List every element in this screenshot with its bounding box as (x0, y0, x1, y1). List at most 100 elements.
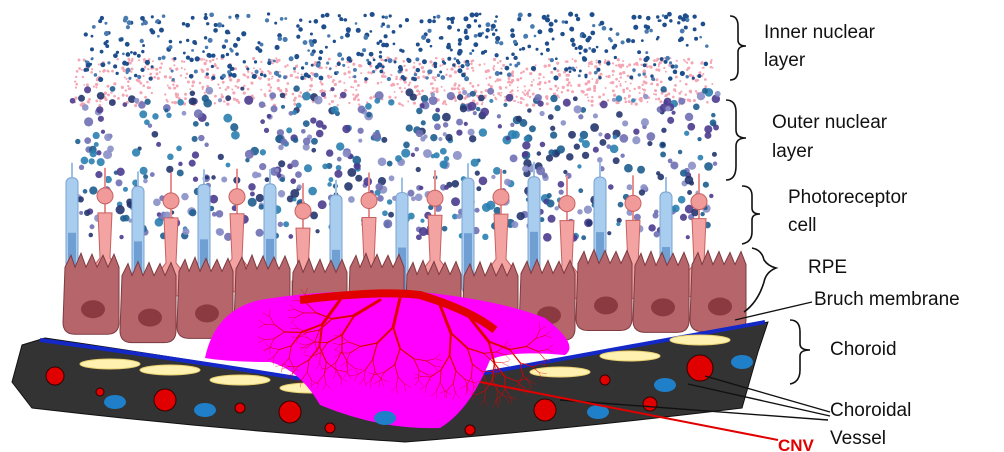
pink-dot (449, 74, 452, 77)
pink-dot (633, 63, 636, 66)
pink-dot (235, 85, 237, 87)
pink-dot (409, 82, 411, 84)
pink-dot (477, 84, 480, 87)
nucleus-dot (125, 62, 129, 66)
pink-dot (339, 80, 342, 83)
nucleus-dot (228, 32, 231, 35)
nucleus-dot (447, 25, 452, 30)
pink-dot (334, 95, 337, 98)
nucleus-dot (535, 48, 538, 51)
nucleus-dot (278, 160, 285, 167)
nucleus-dot (447, 57, 451, 61)
pink-dot (659, 100, 662, 103)
pink-dot (144, 66, 146, 68)
nucleus-dot (586, 220, 592, 226)
nucleus-dot (348, 196, 355, 203)
pink-dot (390, 74, 392, 76)
nucleus-dot (149, 28, 153, 32)
pink-dot (159, 71, 161, 73)
nucleus-dot (642, 73, 645, 76)
pink-dot (630, 82, 632, 84)
pink-dot (407, 100, 409, 102)
nucleus-dot (178, 162, 183, 167)
pink-dot (628, 96, 630, 98)
pink-dot (421, 89, 424, 92)
nucleus-dot (319, 76, 324, 81)
pink-dot (171, 101, 174, 104)
nucleus-dot (565, 20, 568, 23)
pink-dot (429, 60, 432, 63)
nucleus-dot (334, 170, 342, 178)
nucleus-dot (687, 123, 695, 131)
nucleus-dot (212, 212, 217, 217)
pink-dot (117, 97, 120, 100)
nucleus-dot (301, 66, 304, 69)
nucleus-dot (405, 88, 413, 96)
nucleus-dot (569, 70, 572, 73)
nucleus-dot (297, 184, 302, 189)
pink-dot (615, 64, 617, 66)
nucleus-dot (444, 185, 449, 190)
pink-dot (712, 67, 714, 69)
nucleus-dot (79, 165, 84, 170)
nucleus-dot (143, 174, 148, 179)
nucleus-dot (388, 58, 393, 63)
nucleus-dot (218, 154, 224, 160)
nucleus-dot (388, 99, 394, 105)
nucleus-dot (194, 109, 203, 118)
pink-dot (418, 91, 420, 93)
pink-dot (433, 91, 435, 93)
nucleus-dot (296, 35, 300, 39)
pink-dot (622, 71, 625, 74)
pink-dot (124, 77, 126, 79)
nucleus-dot (506, 136, 510, 140)
nucleus-dot (537, 29, 542, 34)
pink-dot (496, 78, 499, 81)
pink-dot (538, 73, 541, 76)
pink-dot (687, 58, 690, 61)
nucleus-dot (411, 153, 415, 157)
pink-dot (417, 76, 420, 79)
cone-nucleus (427, 190, 443, 206)
nucleus-dot (377, 195, 384, 202)
pink-dot (309, 89, 311, 91)
nucleus-dot (478, 95, 485, 102)
pink-dot (458, 65, 460, 67)
pink-dot (157, 77, 160, 80)
nucleus-dot (204, 13, 207, 16)
nucleus-dot (316, 130, 324, 138)
nucleus-dot (275, 168, 279, 172)
nucleus-dot (372, 131, 381, 140)
nucleus-dot (222, 45, 226, 49)
nucleus-dot (430, 45, 433, 48)
nucleus-dot (91, 57, 94, 60)
nucleus-dot (84, 32, 88, 36)
nucleus-dot (632, 68, 636, 72)
nucleus-dot (265, 177, 270, 182)
nucleus-dot (486, 201, 495, 210)
nucleus-dot (83, 189, 88, 194)
nucleus-dot (668, 76, 672, 80)
nucleus-dot (281, 105, 285, 109)
nucleus-dot (182, 22, 186, 26)
pink-dot (656, 58, 659, 61)
pink-dot (279, 71, 281, 73)
nucleus-dot (267, 114, 272, 119)
nucleus-dot (327, 34, 330, 37)
pink-dot (176, 85, 179, 88)
pink-dot (267, 78, 270, 81)
nucleus-dot (373, 59, 376, 62)
pink-dot (665, 71, 667, 73)
nucleus-dot (190, 91, 195, 96)
cnv-vessel (502, 363, 508, 366)
pink-dot (556, 62, 559, 65)
nucleus-dot (599, 139, 606, 146)
pink-dot (533, 79, 535, 81)
nucleus-dot (434, 65, 437, 68)
pink-dot (414, 85, 417, 88)
nucleus-dot (260, 119, 265, 124)
nucleus-dot (89, 186, 97, 194)
nucleus-dot (383, 219, 392, 228)
pink-dot (127, 58, 130, 61)
pink-dot (556, 69, 559, 72)
